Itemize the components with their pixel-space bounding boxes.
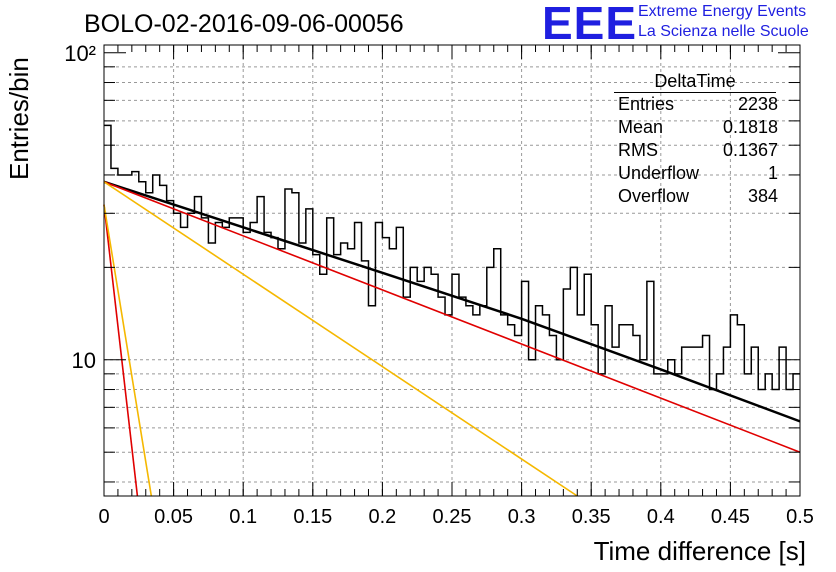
stats-label: RMS — [618, 140, 658, 160]
chart-title: BOLO-02-2016-09-06-00056 — [84, 10, 404, 38]
stats-row: Underflow 1 — [618, 162, 778, 185]
org-line-2: La Scienza nelle Scuole — [638, 23, 809, 40]
stats-box: DeltaTime Entries 2238 Mean 0.1818 RMS 0.13… — [608, 70, 786, 208]
stats-value: 384 — [747, 186, 778, 206]
x-tick-label: 0.5 — [786, 506, 814, 528]
x-tick-label: 0 — [98, 506, 109, 528]
stats-row: Mean 0.1818 — [618, 116, 778, 139]
stats-row: Entries 2238 — [618, 93, 778, 116]
stats-value: 0.1818 — [722, 117, 778, 137]
x-tick-label: 0.35 — [572, 506, 611, 528]
fit-line-1 — [103, 181, 801, 453]
y-tick-label: 10² — [64, 41, 96, 66]
x-tick-label: 0.25 — [433, 506, 472, 528]
stats-value: 1 — [767, 163, 778, 183]
stats-label: Overflow — [618, 186, 690, 206]
y-tick-label: 10 — [72, 348, 96, 373]
stats-label: Underflow — [618, 163, 700, 183]
fit-line-0 — [103, 180, 801, 423]
x-tick-label: 0.05 — [154, 506, 193, 528]
fit-line-2 — [103, 181, 578, 497]
x-tick-label: 0.3 — [508, 506, 536, 528]
x-tick-label: 0.2 — [368, 506, 396, 528]
y-axis-label: Entries/bin — [4, 57, 34, 180]
stats-row: Overflow 384 — [618, 185, 778, 208]
org-line-1: Extreme Energy Events — [638, 3, 807, 20]
grid — [104, 45, 800, 496]
stats-title: DeltaTime — [614, 70, 776, 93]
eee-logo: EEE — [542, 0, 638, 49]
stats-label: Mean — [618, 117, 664, 137]
x-tick-label: 0.1 — [229, 506, 257, 528]
fit-line-4 — [103, 204, 153, 497]
x-tick-label: 0.45 — [711, 506, 750, 528]
x-axis-label: Time difference [s] — [593, 536, 806, 566]
fit-line-3 — [103, 204, 139, 497]
x-tick-label: 0.15 — [293, 506, 332, 528]
x-tick-label: 0.4 — [647, 506, 675, 528]
stats-row: RMS 0.1367 — [618, 139, 778, 162]
stats-value: 2238 — [737, 94, 778, 114]
stats-value: 0.1367 — [722, 140, 778, 160]
stats-label: Entries — [618, 94, 675, 114]
